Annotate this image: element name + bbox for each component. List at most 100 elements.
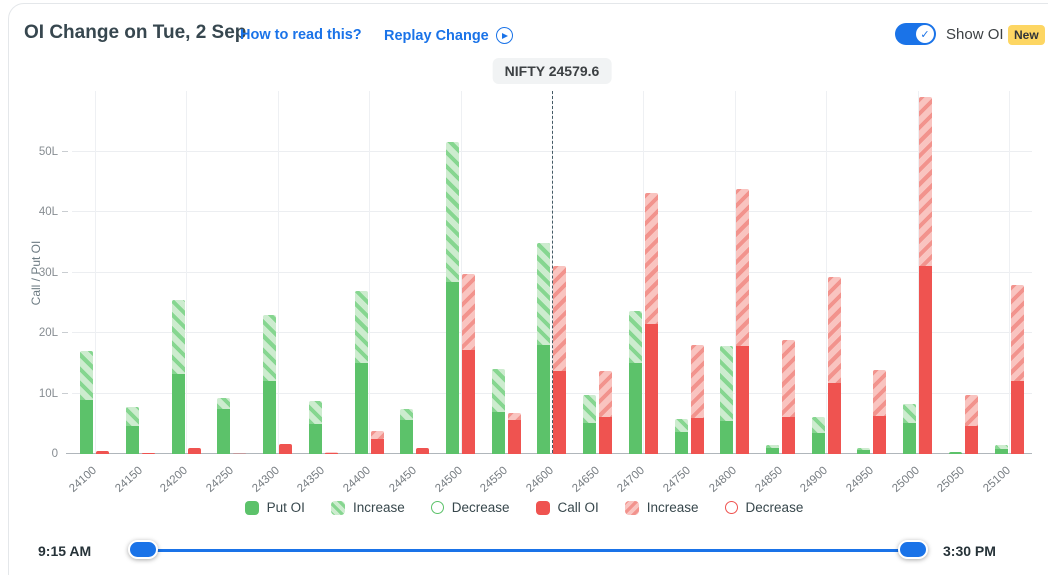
put-inc-segment [491, 369, 505, 412]
put-base-segment [400, 420, 414, 454]
gridline-v [734, 91, 736, 454]
call-inc-segment [873, 369, 887, 416]
bar-group-24650[interactable] [575, 91, 621, 454]
put-base-segment [537, 345, 551, 454]
call-outline-swatch-icon [724, 501, 738, 514]
put-inc-segment [628, 310, 642, 364]
bar-group-24200[interactable] [163, 91, 209, 454]
call-base-segment [736, 345, 750, 454]
put-base-segment [994, 449, 1008, 454]
gridline-v [277, 91, 279, 454]
bar-group-24150[interactable] [118, 91, 164, 454]
call-base-segment [324, 452, 338, 454]
bar-group-25100[interactable] [986, 91, 1032, 454]
call-bar [142, 453, 156, 454]
put-inc-segment [80, 351, 94, 400]
bar-group-24100[interactable] [72, 91, 118, 454]
y-tick-mark [62, 150, 68, 152]
put-base-segment [126, 425, 140, 454]
put-bar [537, 243, 551, 454]
put-bar [263, 314, 277, 454]
bar-group-24250[interactable] [209, 91, 255, 454]
y-tick-mark [62, 271, 68, 273]
x-tick-label: 25100 [981, 464, 1014, 495]
nifty-spot-line [552, 91, 553, 453]
call-inc-segment [462, 273, 476, 350]
bar-group-24700[interactable] [621, 91, 667, 454]
gridline-v [1009, 91, 1011, 454]
call-base-segment [644, 323, 658, 454]
legend-item-call-hatched: Increase [624, 500, 699, 515]
put-inc-segment [217, 397, 231, 409]
call-inc-segment [964, 395, 978, 427]
gridline-v [369, 91, 371, 454]
bar-group-25000[interactable] [895, 91, 941, 454]
bar-group-24800[interactable] [712, 91, 758, 454]
x-tick-label: 24300 [249, 464, 282, 495]
call-base-segment [370, 438, 384, 454]
bar-group-25050[interactable] [941, 91, 987, 454]
call-base-segment [187, 447, 201, 454]
x-tick-label: 24500 [432, 464, 465, 495]
bar-group-24900[interactable] [803, 91, 849, 454]
toggle-check-icon: ✓ [916, 25, 934, 43]
y-tick-label: 10L [38, 387, 58, 400]
gridline-v [643, 91, 645, 454]
call-base-segment [873, 415, 887, 454]
put-inc-segment [720, 346, 734, 422]
show-oi-toggle[interactable]: ✓ [895, 23, 936, 45]
legend-label: Decrease [451, 500, 510, 515]
put-inc-segment [811, 416, 825, 434]
call-bar [279, 443, 293, 454]
bar-group-24450[interactable] [392, 91, 438, 454]
call-inc-segment [644, 192, 658, 324]
bar-group-24400[interactable] [346, 91, 392, 454]
put-inc-segment [674, 418, 688, 432]
time-slider-track[interactable] [143, 549, 913, 552]
bar-group-24350[interactable] [301, 91, 347, 454]
bar-group-24950[interactable] [849, 91, 895, 454]
put-bar [217, 397, 231, 454]
call-inc-segment [370, 431, 384, 439]
chart-plot-area: NIFTY 24579.6 [62, 58, 1032, 454]
y-tick-mark [62, 211, 68, 212]
bar-group-24300[interactable] [255, 91, 301, 454]
put-inc-segment [537, 243, 551, 346]
bar-group-24600[interactable] [529, 91, 575, 454]
time-slider-handle-start[interactable] [128, 540, 158, 559]
put-base-segment [217, 408, 231, 454]
how-to-read-link[interactable]: How to read this? [240, 27, 362, 43]
call-bar [690, 345, 704, 454]
call-inc-segment [507, 413, 521, 421]
put-base-segment [583, 422, 597, 454]
put-base-segment [308, 423, 322, 454]
call-bar [827, 277, 841, 454]
time-slider-handle-end[interactable] [898, 540, 928, 559]
call-bar [736, 189, 750, 454]
bar-group-24850[interactable] [758, 91, 804, 454]
gridline-v [186, 91, 188, 454]
put-bar [80, 351, 94, 454]
bar-group-24750[interactable] [666, 91, 712, 454]
call-base-segment [142, 453, 156, 454]
put-bar [583, 395, 597, 454]
put-bar [126, 406, 140, 454]
put-bar [766, 444, 780, 454]
nifty-spot-label: NIFTY 24579.6 [492, 58, 612, 84]
put-base-segment [446, 281, 460, 454]
call-inc-segment [736, 189, 750, 346]
replay-change-label: Replay Change [384, 27, 489, 44]
bar-group-24500[interactable] [438, 91, 484, 454]
call-base-segment [782, 417, 796, 454]
call-bar [462, 273, 476, 454]
replay-change-button[interactable]: Replay Change [384, 27, 513, 44]
put-inc-segment [171, 299, 185, 374]
put-base-segment [171, 373, 185, 454]
call-bar [507, 413, 521, 454]
x-tick-label: 24400 [341, 464, 374, 495]
put-bar [171, 299, 185, 454]
bar-group-24550[interactable] [483, 91, 529, 454]
put-bar [308, 401, 322, 454]
y-tick-label: 30L [38, 266, 58, 279]
put-inc-segment [263, 314, 277, 382]
